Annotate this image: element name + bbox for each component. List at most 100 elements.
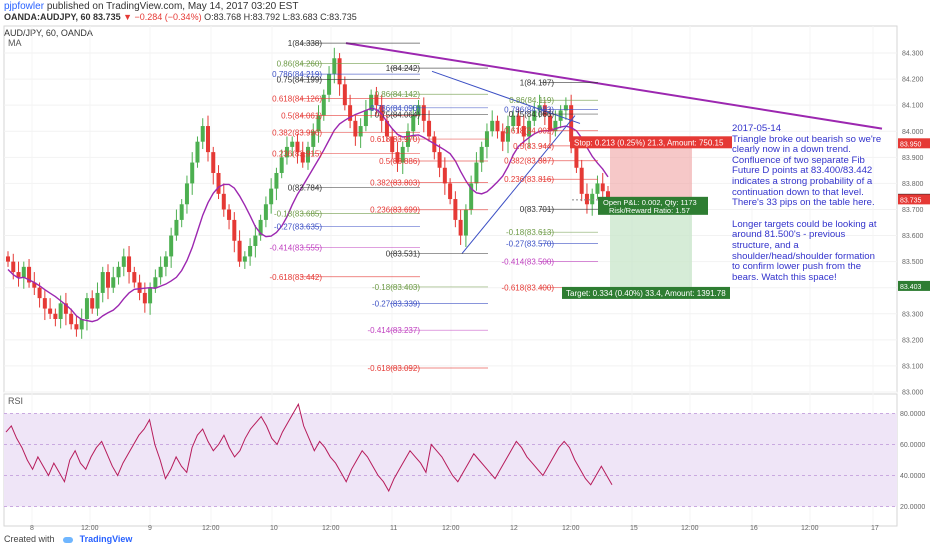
fib-level-label: -0.414(83.237) [368, 326, 421, 335]
fib-level-label: -0.27(83.635) [274, 222, 322, 231]
candle-body [516, 115, 521, 127]
candle-body [142, 292, 147, 304]
fib-level-label: -0.618(83.400) [502, 284, 555, 293]
candle-body [421, 105, 426, 121]
trade-annotation[interactable]: 2017-05-14 Triangle broke out bearish so… [732, 123, 882, 294]
candle-body [74, 324, 79, 330]
pnl-label: Open P&L: 0.002, Qty: 1173 [603, 198, 697, 207]
candle-body [163, 256, 168, 267]
candle-body [211, 152, 216, 173]
triangle-lower-line [461, 115, 576, 254]
candle-body [53, 313, 58, 319]
publisher-line: pjpfowler published on TradingView.com, … [4, 1, 298, 12]
price-tick-label: 84.000 [902, 129, 924, 136]
candle-body [590, 193, 595, 205]
candle-body [316, 115, 321, 132]
ma-legend[interactable]: MA [8, 38, 22, 48]
price-tick-label: 83.000 [902, 390, 924, 397]
price-tick-label: 83.600 [902, 233, 924, 240]
change-value: ▼ −0.284 (−0.34%) [123, 12, 202, 22]
candle-body [469, 183, 474, 210]
time-tick-label: 12:00 [442, 525, 460, 532]
stop-label-box [570, 136, 732, 149]
candle-body [321, 94, 326, 116]
candle-body [169, 235, 174, 257]
candle-body [416, 105, 421, 116]
candle-body [227, 209, 232, 220]
fib-level-label: 0.382(83.803) [370, 179, 420, 188]
symbol-label[interactable]: OANDA:AUDJPY, 60 [4, 12, 91, 22]
candle-body [437, 152, 442, 168]
candle-body [216, 172, 221, 194]
candle-body [58, 303, 63, 319]
published-text: published on TradingView.com, May 14, 20… [46, 1, 299, 12]
candle-body [290, 141, 295, 147]
candle-body [579, 167, 584, 194]
candle-body [84, 298, 89, 319]
candle-body [395, 152, 400, 163]
price-tick-label: 84.100 [902, 103, 924, 110]
candle-body [600, 183, 605, 192]
candle-body [463, 209, 468, 236]
fib-level-label: 0.5(83.944) [513, 142, 554, 151]
candle-body [521, 126, 526, 137]
tradingview-brand[interactable]: TradingView [79, 534, 133, 544]
author-link[interactable]: pjpfowler [4, 1, 45, 12]
pnl-label-box [598, 196, 708, 215]
fib-level-label: 1(84.338) [288, 39, 323, 48]
candle-body [527, 120, 532, 137]
candle-body [442, 167, 447, 184]
candle-body [37, 287, 42, 299]
candle-body [69, 313, 74, 325]
created-with-label: Created with [4, 534, 55, 544]
fib-level-label: -0.27(83.570) [506, 239, 554, 248]
candle-body [390, 136, 395, 153]
fib-level-label: 0.75(84.066) [509, 110, 555, 119]
price-tick-label: 83.500 [902, 259, 924, 266]
time-tick-label: 8 [30, 525, 34, 532]
time-tick-label: 10 [270, 525, 278, 532]
target-label-box [562, 286, 730, 299]
target-label: Target: 0.334 (0.40%) 33.4, Amount: 1391… [566, 289, 726, 298]
price-tick-label: 83.200 [902, 337, 924, 344]
fib-level-label: 0(83.701) [520, 205, 555, 214]
candle-body [563, 105, 568, 111]
fib-level-label: 0.236(83.915) [272, 149, 322, 158]
candle-body [327, 73, 332, 95]
rsi-tick-label: 40.0000 [900, 473, 925, 480]
time-tick-label: 9 [148, 525, 152, 532]
candle-body [242, 256, 247, 262]
price-axis-badge [898, 280, 930, 291]
candle-body [269, 188, 274, 205]
tradingview-cloud-icon [63, 536, 74, 543]
candle-body [63, 303, 68, 314]
candle-body [95, 292, 100, 309]
candle-body [200, 126, 205, 142]
candle-body [490, 120, 495, 132]
candle-body [369, 94, 374, 111]
candle-body [48, 308, 53, 314]
fib-level-label: 0.382(83.887) [504, 157, 554, 166]
fib-level-label: -0.618(83.092) [368, 364, 421, 373]
fib-level-label: 0.618(83.970) [370, 135, 420, 144]
candle-body [179, 204, 184, 220]
candle-body [16, 272, 21, 278]
rsi-tick-label: 20.0000 [900, 504, 925, 511]
fib-level-label: 0.382(83.996) [272, 128, 322, 137]
fib-level-label: 0.86(84.142) [375, 90, 421, 99]
fib-level-label: 0.75(84.199) [277, 75, 323, 84]
candle-body [542, 105, 547, 116]
candle-body [384, 120, 389, 137]
candle-body [479, 146, 484, 163]
candle-body [353, 120, 358, 137]
candle-body [379, 105, 384, 121]
rsi-legend[interactable]: RSI [8, 396, 24, 406]
annotation-paragraph-1: 2017-05-14 Triangle broke out bearish so… [732, 123, 882, 209]
price-axis-badge-label: 83.950 [900, 141, 922, 148]
candle-body [137, 282, 142, 293]
candle-body [595, 183, 600, 194]
time-tick-label: 12:00 [322, 525, 340, 532]
price-axis-badge-label: 83.403 [900, 284, 922, 291]
moving-average-line [7, 107, 609, 323]
